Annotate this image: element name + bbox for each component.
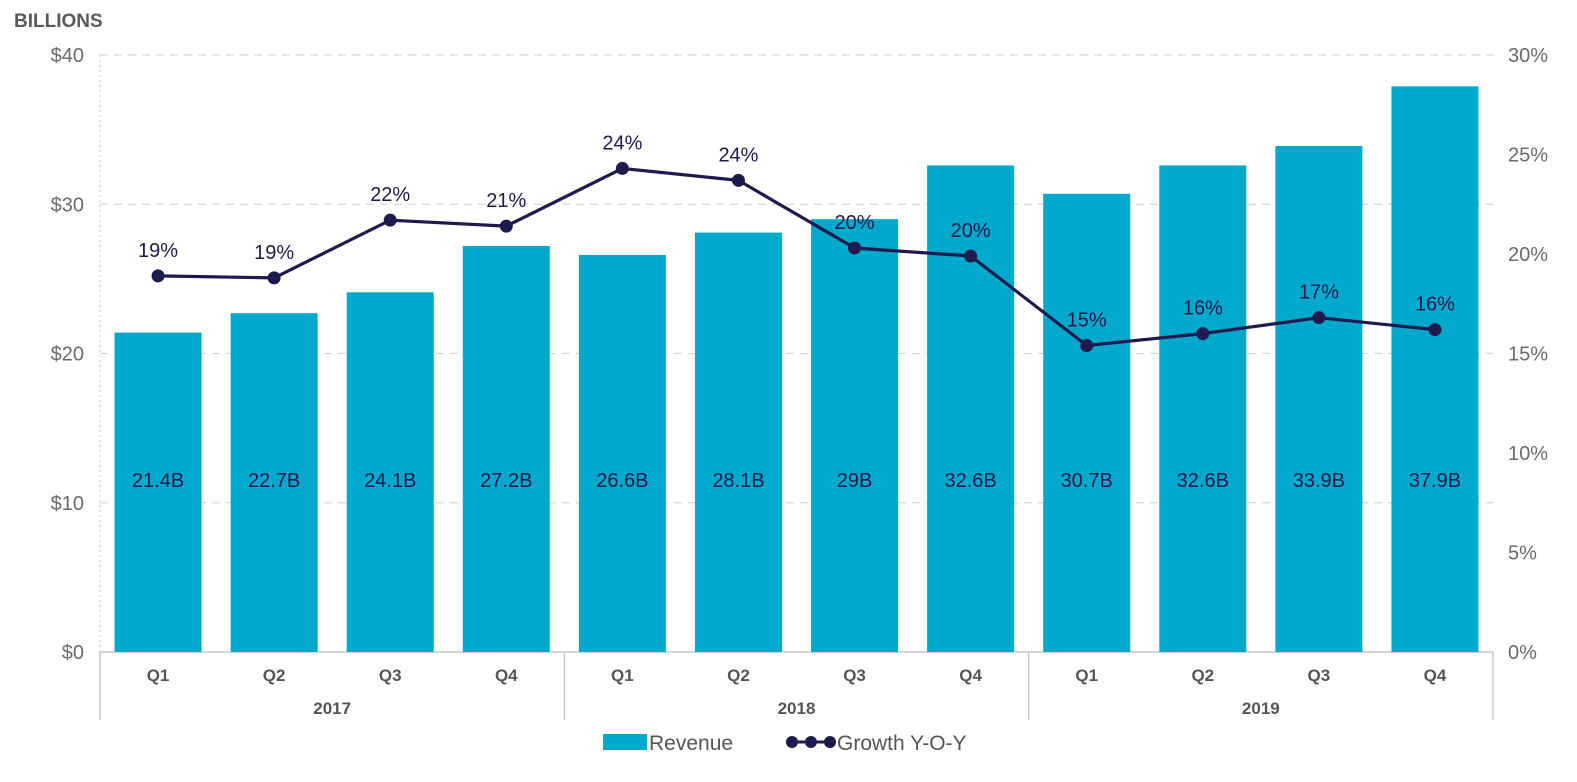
growth-point-label: 15% [1067,310,1107,332]
quarter-tick-label: Q1 [147,666,170,685]
quarter-tick-label: Q4 [959,666,982,685]
revenue-bar [1275,146,1363,653]
growth-point-label: 16% [1183,298,1223,320]
legend-growth-marker [786,736,798,748]
growth-point [499,219,513,233]
growth-point-label: 21% [486,190,526,212]
growth-point-label: 19% [254,242,294,264]
axes: $0 $10 $20 $30 $40 0% 5% 10% 15% 20% 25% 30% [51,45,1549,664]
revenue-bar-label: 21.4B [132,470,184,492]
revenue-bar-label: 26.6B [596,470,648,492]
legend-revenue-label: Revenue [649,732,733,755]
right-axis-tick-label: 0% [1508,642,1537,664]
legend: Revenue Growth Y-O-Y [603,732,967,755]
revenue-bar-label: 32.6B [944,470,996,492]
revenue-bar [114,332,202,652]
revenue-bar [1159,165,1247,652]
growth-line [151,161,1442,353]
growth-labels: 19% 19% 22% 21% 24% 24% 20% 20% 15% 16% 17% 16% [138,132,1455,331]
left-axis-tick-label: $0 [62,642,84,664]
growth-point [267,271,281,285]
growth-point-label: 22% [370,184,410,206]
revenue-bar-label: 32.6B [1177,470,1229,492]
growth-point [848,241,862,255]
growth-point [964,249,978,263]
left-axis-tick-label: $40 [51,45,84,67]
revenue-bar-label: 28.1B [712,470,764,492]
growth-point-label: 24% [602,132,642,154]
left-axis-tick-label: $10 [51,493,84,515]
quarter-tick-label: Q2 [1191,666,1214,685]
growth-point [383,213,397,227]
left-axis-tick-label: $30 [51,194,84,216]
year-group-label: 2017 [313,699,351,718]
year-group-label: 2018 [778,699,816,718]
growth-point [731,173,745,187]
revenue-bar [1391,86,1479,652]
revenue-bar [811,219,899,653]
growth-point [1312,311,1326,325]
legend-growth-label: Growth Y-O-Y [837,732,967,755]
quarter-tick-label: Q1 [611,666,634,685]
right-axis-tick-label: 25% [1508,145,1548,167]
legend-growth-marker [805,736,817,748]
growth-point [1428,323,1442,337]
growth-point-label: 24% [718,144,758,166]
left-axis-tick-label: $20 [51,344,84,366]
revenue-bar-label: 24.1B [364,470,416,492]
revenue-bar-labels: 21.4B 22.7B 24.1B 27.2B 26.6B 28.1B 29B 32.6B 30… [132,470,1461,492]
right-axis-tick-label: 10% [1508,443,1548,465]
revenue-bar [462,246,550,653]
growth-point-label: 20% [951,220,991,242]
growth-point [1080,339,1094,353]
year-group-label: 2019 [1242,699,1280,718]
quarter-tick-label: Q3 [843,666,866,685]
right-axis-tick-label: 30% [1508,45,1548,67]
growth-series-line [158,166,1436,348]
growth-point-label: 19% [138,240,178,262]
revenue-bar [230,313,318,652]
x-axis-labels: Q1 Q2 Q3 Q4 Q1 Q2 Q3 Q4 Q1 Q2 Q3 Q4 2017 2018 2019 [99,652,1494,720]
quarter-tick-label: Q4 [495,666,518,685]
revenue-bar-label: 27.2B [480,470,532,492]
growth-point-label: 16% [1415,294,1455,316]
left-axis-title: BILLIONS [14,11,103,32]
right-axis-tick-label: 20% [1508,244,1548,266]
right-axis-tick-label: 5% [1508,543,1537,565]
growth-point-label: 17% [1299,282,1339,304]
growth-point [1196,327,1210,341]
quarter-tick-label: Q3 [1308,666,1331,685]
right-axis-tick-label: 15% [1508,344,1548,366]
revenue-bar [927,165,1015,652]
revenue-bar [346,292,434,652]
legend-growth-marker [824,736,836,748]
growth-point-label: 20% [835,212,875,234]
revenue-bars [114,86,1479,653]
revenue-bar-label: 37.9B [1409,470,1461,492]
quarter-tick-label: Q2 [263,666,286,685]
growth-point [615,161,629,175]
legend-revenue-swatch [603,734,647,750]
growth-point [151,269,165,283]
quarter-tick-label: Q2 [727,666,750,685]
revenue-bar-label: 22.7B [248,470,300,492]
revenue-bar-label: 33.9B [1293,470,1345,492]
revenue-bar-label: 29B [837,470,873,492]
revenue-bar [694,232,782,653]
revenue-bar-label: 30.7B [1061,470,1113,492]
quarter-tick-label: Q4 [1424,666,1447,685]
revenue-bar [578,254,666,652]
quarter-tick-label: Q1 [1075,666,1098,685]
revenue-bar [1043,193,1131,653]
quarter-tick-label: Q3 [379,666,402,685]
